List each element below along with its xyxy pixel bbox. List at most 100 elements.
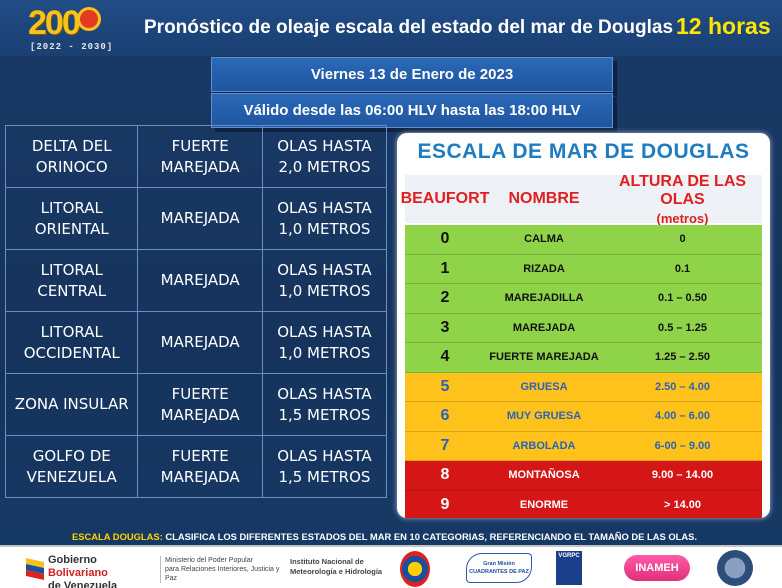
validity-banner: Válido desde las 06:00 HLV hasta las 18:… bbox=[211, 93, 613, 128]
region-cell: DELTA DEL ORINOCO bbox=[4, 125, 139, 188]
sea-state-cell-line: MAREJADA bbox=[160, 405, 240, 424]
region-cell-line: ORIENTAL bbox=[34, 219, 109, 238]
scale-row: 8 MONTAÑOSA 9.00 – 14.00 bbox=[405, 461, 762, 491]
scale-name: MUY GRUESA bbox=[506, 410, 582, 423]
scale-name: MONTAÑOSA bbox=[508, 469, 580, 482]
sea-state-cell: MAREJADA bbox=[137, 311, 263, 374]
scale-height: 6-00 – 9.00 bbox=[654, 439, 711, 452]
scale-height: 0 bbox=[679, 233, 686, 246]
sea-state-cell: FUERTE MAREJADA bbox=[137, 373, 263, 436]
scale-row: 0 CALMA 0 bbox=[405, 225, 762, 255]
region-cell: LITORAL OCCIDENTAL bbox=[4, 311, 139, 374]
scale-row: 4 FUERTE MAREJADA 1.25 – 2.50 bbox=[405, 343, 762, 373]
scale-row: 2 MAREJADILLA 0.1 – 0.50 bbox=[405, 284, 762, 314]
beaufort-header: BEAUFORT bbox=[401, 175, 490, 223]
date-banner: Viernes 13 de Enero de 2023 bbox=[211, 57, 613, 92]
institution-badge-icon bbox=[717, 550, 753, 586]
scale-height: 0.5 – 1.25 bbox=[658, 321, 707, 334]
scale-name: ARBOLADA bbox=[512, 439, 576, 452]
scale-level: 9 bbox=[440, 495, 450, 513]
scale-name: MAREJADILLA bbox=[504, 292, 584, 305]
forecast-hours: 12 horas bbox=[676, 13, 771, 39]
ministry-text: Ministerio del Poder Popular para Relaci… bbox=[160, 556, 293, 583]
scale-height: 0.1 – 0.50 bbox=[658, 292, 707, 305]
scale-height: 9.00 – 14.00 bbox=[651, 469, 714, 482]
scale-row: 3 MAREJADA 0.5 – 1.25 bbox=[405, 313, 762, 343]
national-shield-icon bbox=[400, 551, 430, 587]
scale-row: 5 GRUESA 2.50 – 4.00 bbox=[405, 372, 762, 402]
sea-state-cell: FUERTE MAREJADA bbox=[137, 435, 263, 498]
sea-state-cell: MAREJADA bbox=[137, 187, 263, 250]
region-cell-line: VENEZUELA bbox=[26, 467, 117, 486]
forecast-table: DELTA DEL ORINOCO FUERTE MAREJADA OLAS HASTA… bbox=[4, 125, 388, 498]
vgrpc-logo: VGRPC bbox=[556, 551, 582, 585]
sea-state-cell-line: FUERTE bbox=[171, 384, 229, 403]
region-cell-line: LITORAL bbox=[40, 260, 103, 279]
bicentennial-logo: 200 [2022 - 2030] bbox=[22, 4, 132, 54]
scale-height: 0.1 bbox=[674, 262, 691, 275]
gov-text-line2: de Venezuela bbox=[48, 580, 118, 588]
wave-height-cell-line: OLAS HASTA bbox=[277, 384, 372, 403]
scale-height: 1.25 – 2.50 bbox=[654, 351, 711, 364]
scale-name: RIZADA bbox=[523, 262, 565, 275]
sea-state-cell-line: MAREJADA bbox=[160, 467, 240, 486]
scale-level: 6 bbox=[440, 407, 450, 425]
wave-height-cell-line: OLAS HASTA bbox=[277, 322, 372, 341]
region-cell-line: CENTRAL bbox=[37, 281, 107, 300]
scale-row: 7 ARBOLADA 6-00 – 9.00 bbox=[405, 431, 762, 461]
wave-height-cell-line: OLAS HASTA bbox=[277, 260, 372, 279]
region-cell-line: OCCIDENTAL bbox=[23, 343, 120, 362]
gobierno-bolivariano-logo: Gobierno Bolivariano de Venezuela bbox=[48, 554, 156, 588]
scale-row: 1 RIZADA 0.1 bbox=[405, 254, 762, 284]
forecast-row: GOLFO DE VENEZUELA FUERTE MAREJADA OLAS HAST… bbox=[4, 435, 388, 498]
gov-text-bolivariano: Bolivariano bbox=[48, 567, 108, 579]
scale-name: ENORME bbox=[519, 498, 569, 511]
nombre-header: NOMBRE bbox=[485, 175, 603, 223]
nombre-header-label: NOMBRE bbox=[508, 190, 580, 207]
logo-number: 200 bbox=[28, 4, 81, 42]
institute-line2: Meteorología e Hidrología bbox=[290, 567, 383, 576]
region-cell-line: DELTA DEL bbox=[31, 136, 112, 155]
scale-height: 2.50 – 4.00 bbox=[654, 380, 711, 393]
scale-header-row: BEAUFORT NOMBRE ALTURA DE LAS OLAS (metr… bbox=[401, 173, 762, 226]
institute-line1: Instituto Nacional de bbox=[290, 557, 364, 566]
wave-height-cell-line: 1,0 METROS bbox=[278, 281, 371, 300]
wave-height-cell: OLAS HASTA 1,5 METROS bbox=[261, 373, 388, 436]
ministry-line2: para Relaciones Interiores, Justicia y P… bbox=[165, 566, 280, 582]
venezuela-flag-icon bbox=[26, 558, 44, 580]
region-cell: LITORAL CENTRAL bbox=[4, 249, 139, 312]
ministry-line1: Ministerio del Poder Popular bbox=[165, 557, 253, 564]
region-cell-line: GOLFO DE bbox=[32, 446, 111, 465]
wave-height-cell: OLAS HASTA 1,0 METROS bbox=[261, 311, 388, 374]
douglas-scale-panel: ESCALA DE MAR DE DOUGLAS BEAUFORT NOMBRE… bbox=[397, 133, 770, 518]
forecast-row: DELTA DEL ORINOCO FUERTE MAREJADA OLAS HASTA… bbox=[4, 125, 388, 188]
scale-row: 6 MUY GRUESA 4.00 – 6.00 bbox=[405, 402, 762, 432]
wave-height-cell-line: 2,0 METROS bbox=[278, 157, 371, 176]
wave-height-cell-line: 1,5 METROS bbox=[278, 467, 371, 486]
scale-title: ESCALA DE MAR DE DOUGLAS bbox=[417, 140, 750, 163]
forecast-row: LITORAL OCCIDENTAL MAREJADA OLAS HASTA 1,0 M… bbox=[4, 311, 388, 374]
sea-state-cell-line: MAREJADA bbox=[160, 209, 240, 227]
footnote-lead: ESCALA DOUGLAS: bbox=[72, 531, 163, 542]
wave-height-cell-line: 1,5 METROS bbox=[278, 405, 371, 424]
sea-state-cell: FUERTE MAREJADA bbox=[137, 125, 263, 188]
inameh-logo: INAMEH bbox=[624, 555, 690, 581]
forecast-row: ZONA INSULAR FUERTE MAREJADA OLAS HASTA 1,5 … bbox=[4, 373, 388, 436]
wave-height-cell-line: 1,0 METROS bbox=[278, 343, 371, 362]
gov-text-line1: Gobierno bbox=[48, 554, 97, 566]
logo-years: [2022 - 2030] bbox=[30, 42, 114, 52]
wave-height-cell-line: 1,0 METROS bbox=[278, 219, 371, 238]
region-cell-line: ORINOCO bbox=[35, 157, 108, 176]
wave-height-cell: OLAS HASTA 1,0 METROS bbox=[261, 187, 388, 250]
scale-name: GRUESA bbox=[520, 380, 568, 393]
scale-level: 5 bbox=[440, 377, 450, 395]
scale-height: > 14.00 bbox=[663, 498, 701, 511]
sea-state-cell: MAREJADA bbox=[137, 249, 263, 312]
scale-name: FUERTE MAREJADA bbox=[489, 351, 599, 364]
footnote: ESCALA DOUGLAS: CLASIFICA LOS DIFERENTES… bbox=[72, 531, 697, 542]
wave-height-cell: OLAS HASTA 2,0 METROS bbox=[261, 125, 388, 188]
beaufort-header-label: BEAUFORT bbox=[400, 190, 490, 207]
scale-height: 4.00 – 6.00 bbox=[654, 410, 711, 423]
scale-level: 7 bbox=[440, 436, 450, 454]
